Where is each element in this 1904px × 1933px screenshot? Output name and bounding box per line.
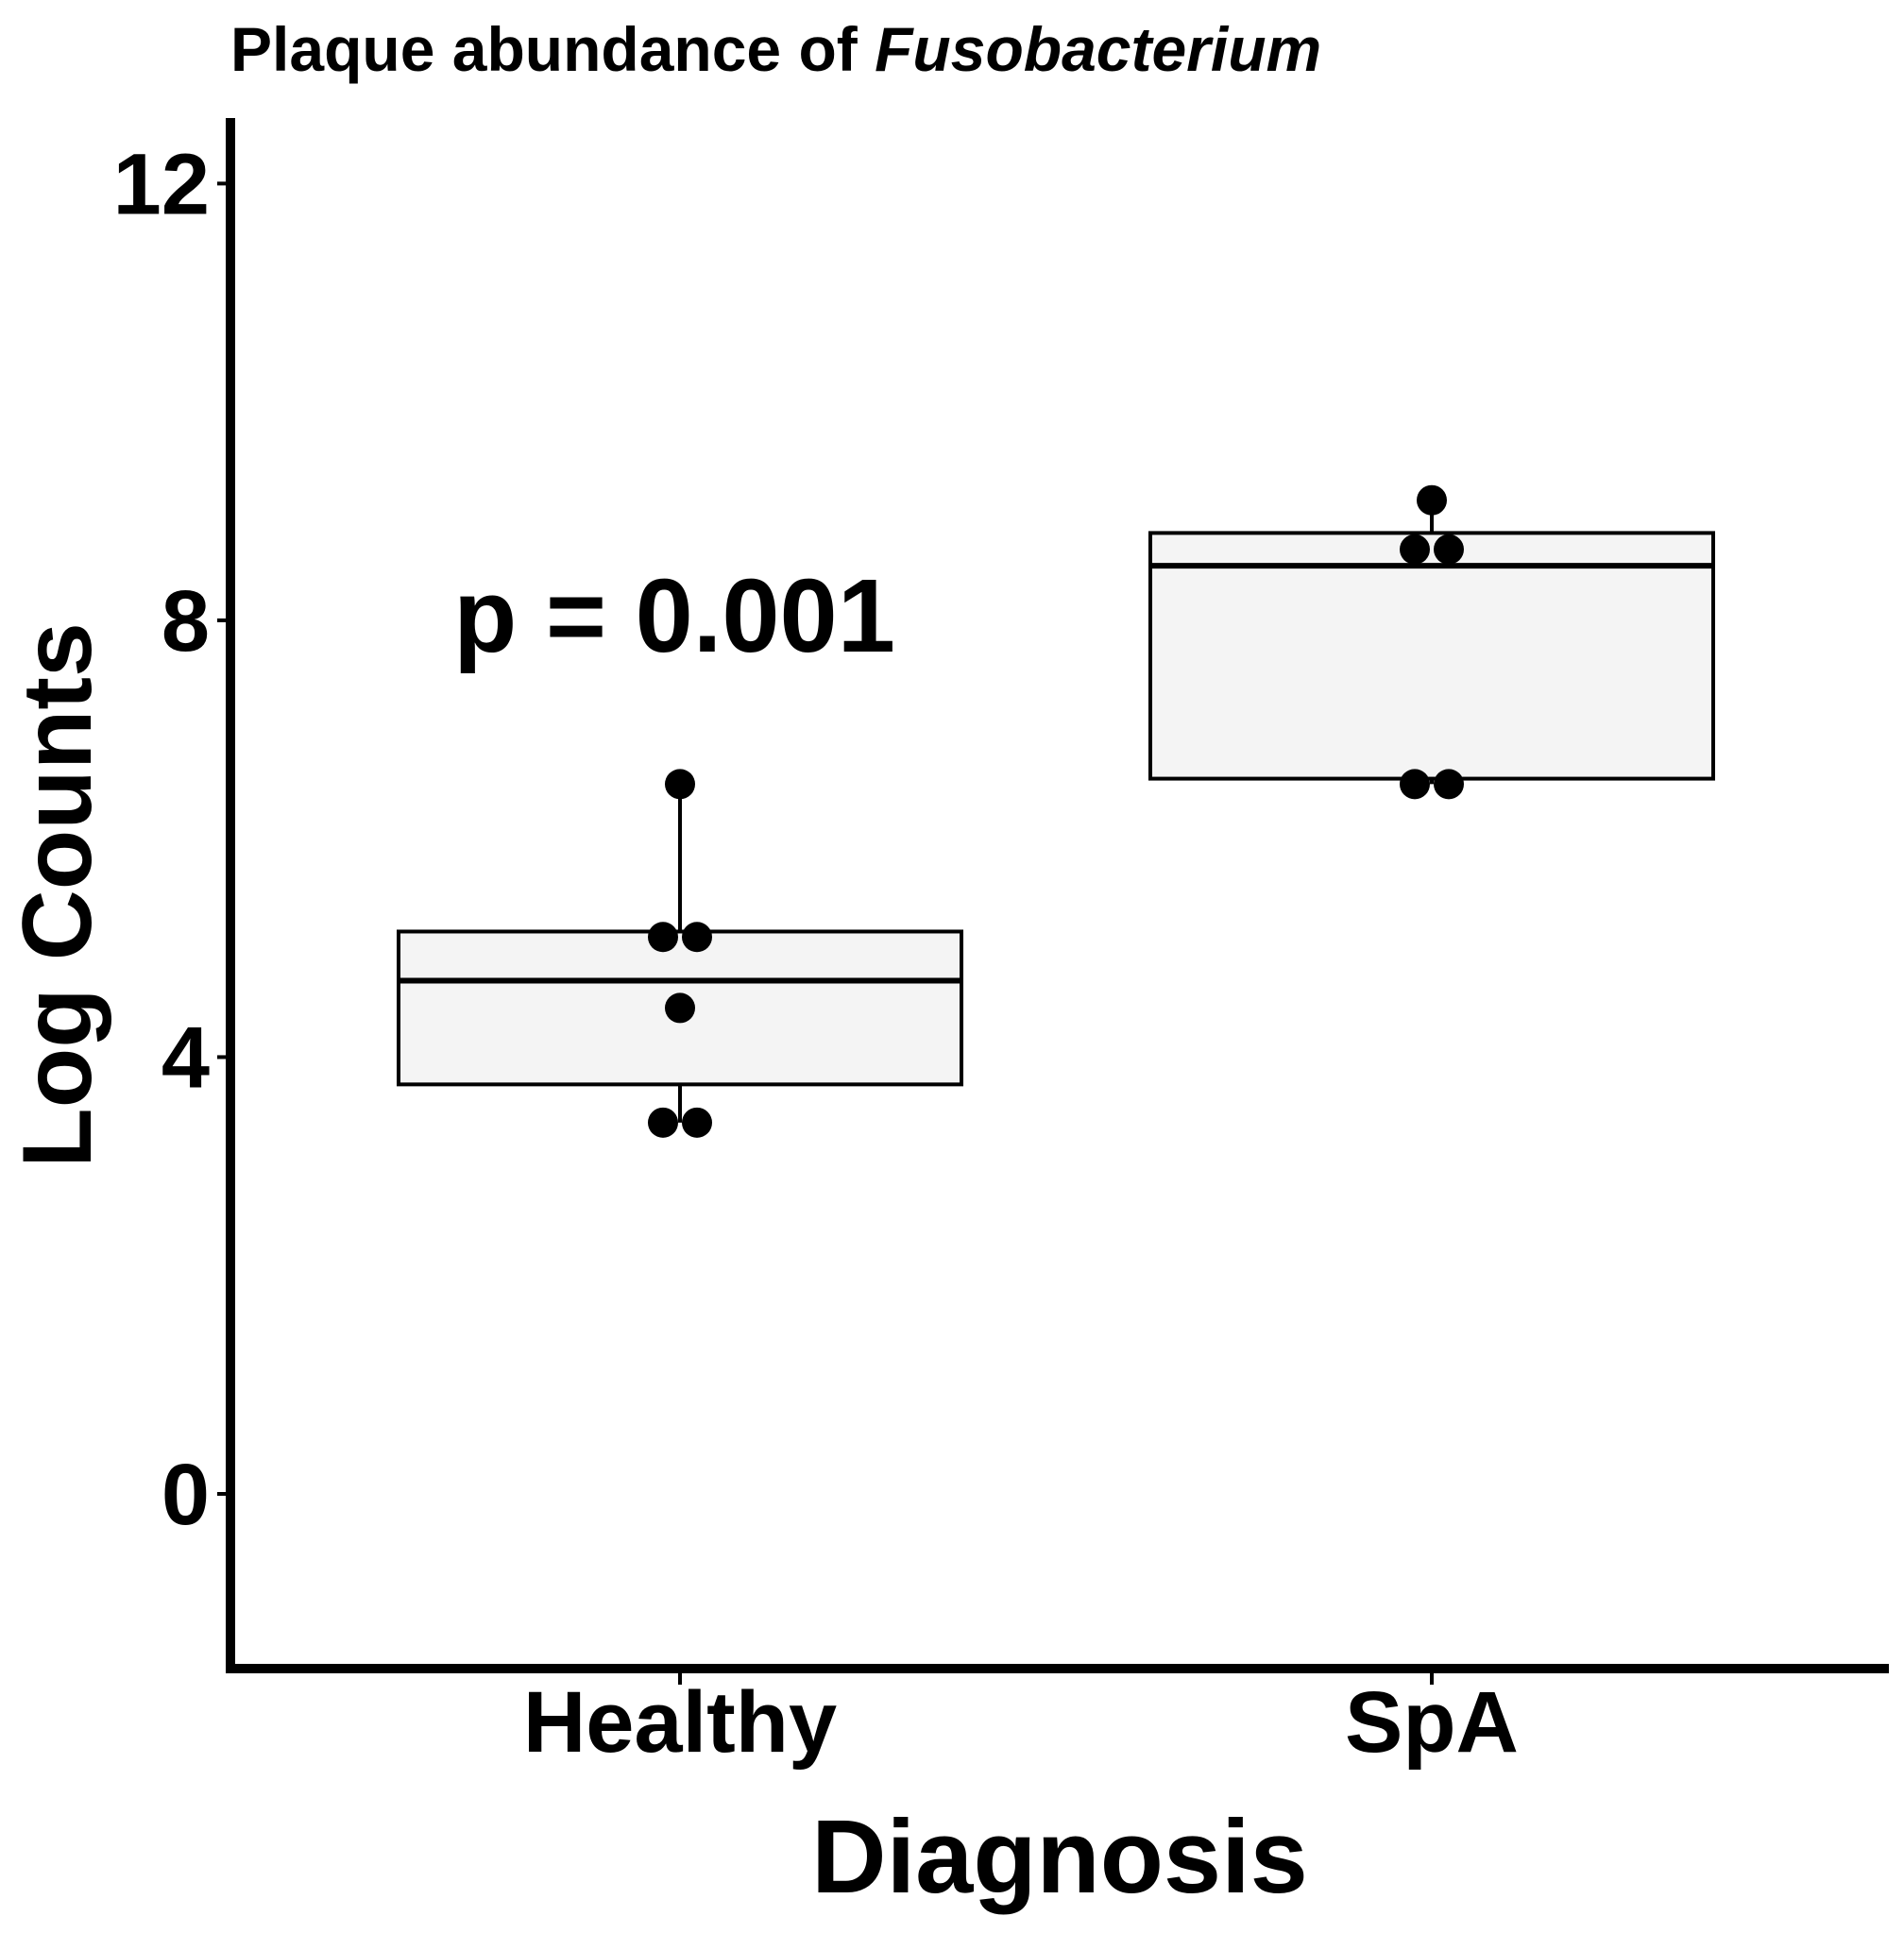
- box-group-spa: [1148, 484, 1715, 800]
- y-tick-label: 8: [162, 573, 210, 670]
- x-tick-label: Healthy: [523, 1674, 837, 1771]
- data-point: [665, 769, 695, 800]
- data-point: [1400, 769, 1430, 800]
- data-point: [665, 992, 695, 1024]
- y-tick-label: 0: [162, 1447, 210, 1543]
- x-axis-label: Diagnosis: [811, 1799, 1308, 1915]
- y-axis-label: Log Counts: [3, 622, 112, 1168]
- data-point: [1434, 769, 1464, 800]
- data-point: [1434, 534, 1464, 565]
- data-point: [1400, 534, 1430, 565]
- data-point: [1417, 484, 1447, 516]
- x-tick-label: SpA: [1345, 1674, 1519, 1771]
- box-group-healthy: [397, 769, 963, 1138]
- chart-title-plain: Plaque abundance of: [230, 14, 876, 84]
- y-tick-label: 4: [162, 1009, 210, 1106]
- data-point: [648, 922, 678, 953]
- box: [1148, 531, 1715, 781]
- data-point: [648, 1107, 678, 1138]
- chart-title-italic: Fusobacterium: [875, 14, 1322, 84]
- chart-title: Plaque abundance of Fusobacterium: [230, 13, 1321, 85]
- p-value-annotation: p = 0.001: [453, 558, 895, 674]
- y-tick-label: 12: [113, 136, 210, 232]
- data-point: [682, 1107, 712, 1138]
- data-point: [682, 922, 712, 953]
